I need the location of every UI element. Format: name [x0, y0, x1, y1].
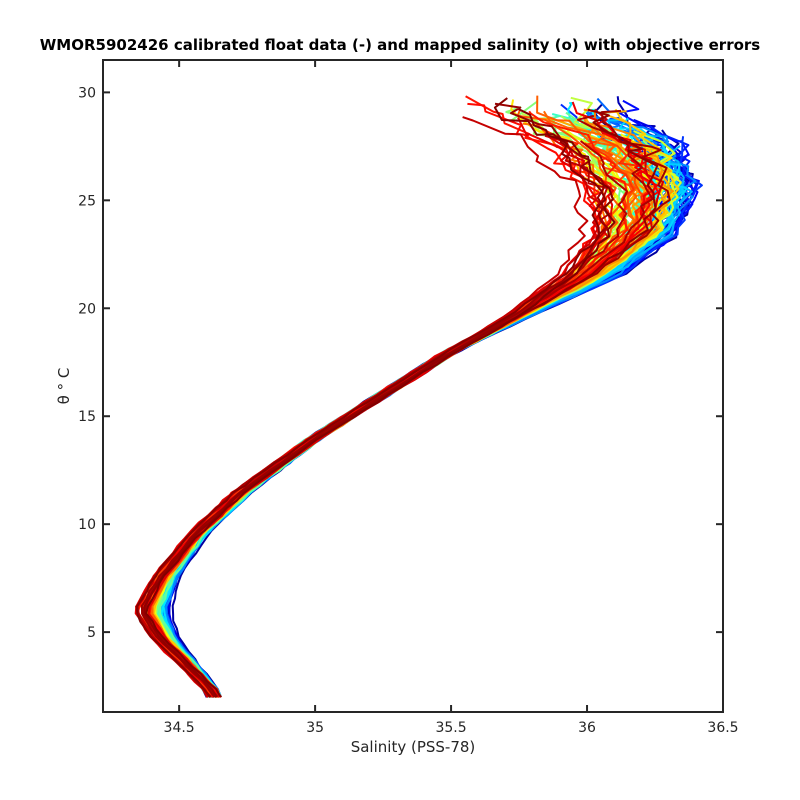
profile-lines: [134, 95, 703, 699]
x-tick-label: 34.5: [164, 720, 195, 736]
chart-title: WMOR5902426 calibrated float data (-) an…: [40, 36, 761, 54]
x-tick-label: 35.5: [435, 720, 466, 736]
profile-line: [140, 102, 608, 698]
y-tick-label: 10: [78, 517, 96, 533]
x-tick-label: 35: [306, 720, 324, 736]
x-axis-label: Salinity (PSS-78): [351, 738, 476, 756]
profile-line: [145, 108, 616, 698]
y-tick-label: 15: [78, 409, 96, 425]
x-tick-label: 36.5: [707, 720, 738, 736]
y-tick-label: 30: [78, 85, 96, 101]
axes: 34.5 35 35.5 36 36.5 5 10 15 20 25 30: [78, 59, 739, 736]
profile-line: [143, 108, 659, 698]
profile-line: [135, 97, 607, 699]
y-tick-label: 20: [78, 301, 96, 317]
y-tick-label: 5: [87, 625, 96, 641]
axes-frame: [102, 59, 724, 713]
y-axis-label: θ ° C: [55, 368, 73, 405]
x-tick-label: 36: [578, 720, 596, 736]
y-tick-label: 25: [78, 193, 96, 209]
